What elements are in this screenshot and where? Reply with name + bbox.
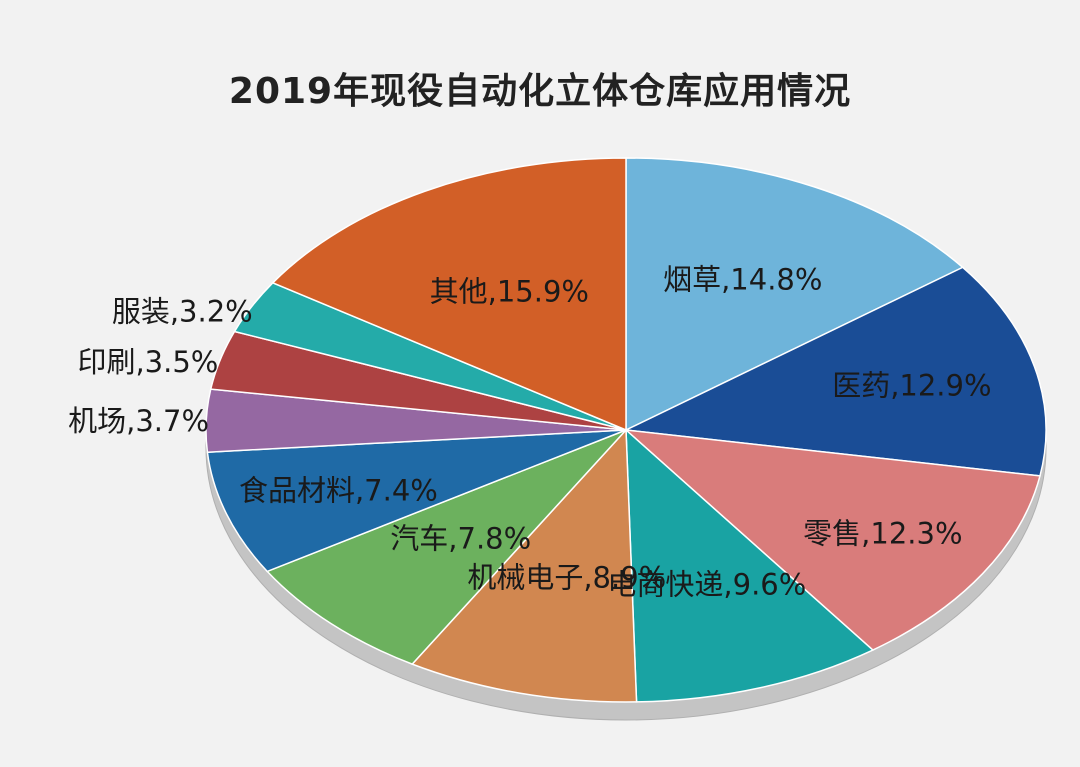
pie-slice-4 <box>625 428 875 703</box>
slice-label-6: 汽车,7.8% <box>390 521 531 555</box>
pie-slices-layer <box>205 157 1047 703</box>
slice-label-11: 其他,15.9% <box>430 275 589 309</box>
slice-label-7: 食品材料,7.4% <box>239 474 438 508</box>
slice-label-4: 电商快递,9.6% <box>607 568 806 602</box>
slice-label-1: 烟草,14.8% <box>663 262 822 296</box>
pie-slice-1 <box>625 157 965 432</box>
pie-slice-3 <box>623 428 1041 651</box>
pie-slice-5 <box>410 428 638 703</box>
chart-title: 2019年现役自动化立体仓库应用情况 <box>228 71 852 112</box>
pie-labels-layer: 烟草,14.8% 医药,12.9% 零售,12.3% 电商快递,9.6%机械电子,8.… <box>68 262 991 601</box>
slice-label-5: 机械电子,8.9% <box>467 560 666 594</box>
pie-slice-11 <box>271 157 627 432</box>
pie-slice-2 <box>623 266 1047 477</box>
slice-label-10: 服装,3.2% <box>112 294 253 328</box>
pie-slice-7 <box>206 429 627 573</box>
slice-label-8: 机场,3.7% <box>68 404 209 438</box>
slice-label-9: 印刷,3.5% <box>77 345 218 379</box>
pie-slice-6 <box>265 429 627 666</box>
slice-label-2: 医药,12.9% <box>832 369 991 403</box>
slice-label-3: 零售,12.3% <box>803 516 962 550</box>
